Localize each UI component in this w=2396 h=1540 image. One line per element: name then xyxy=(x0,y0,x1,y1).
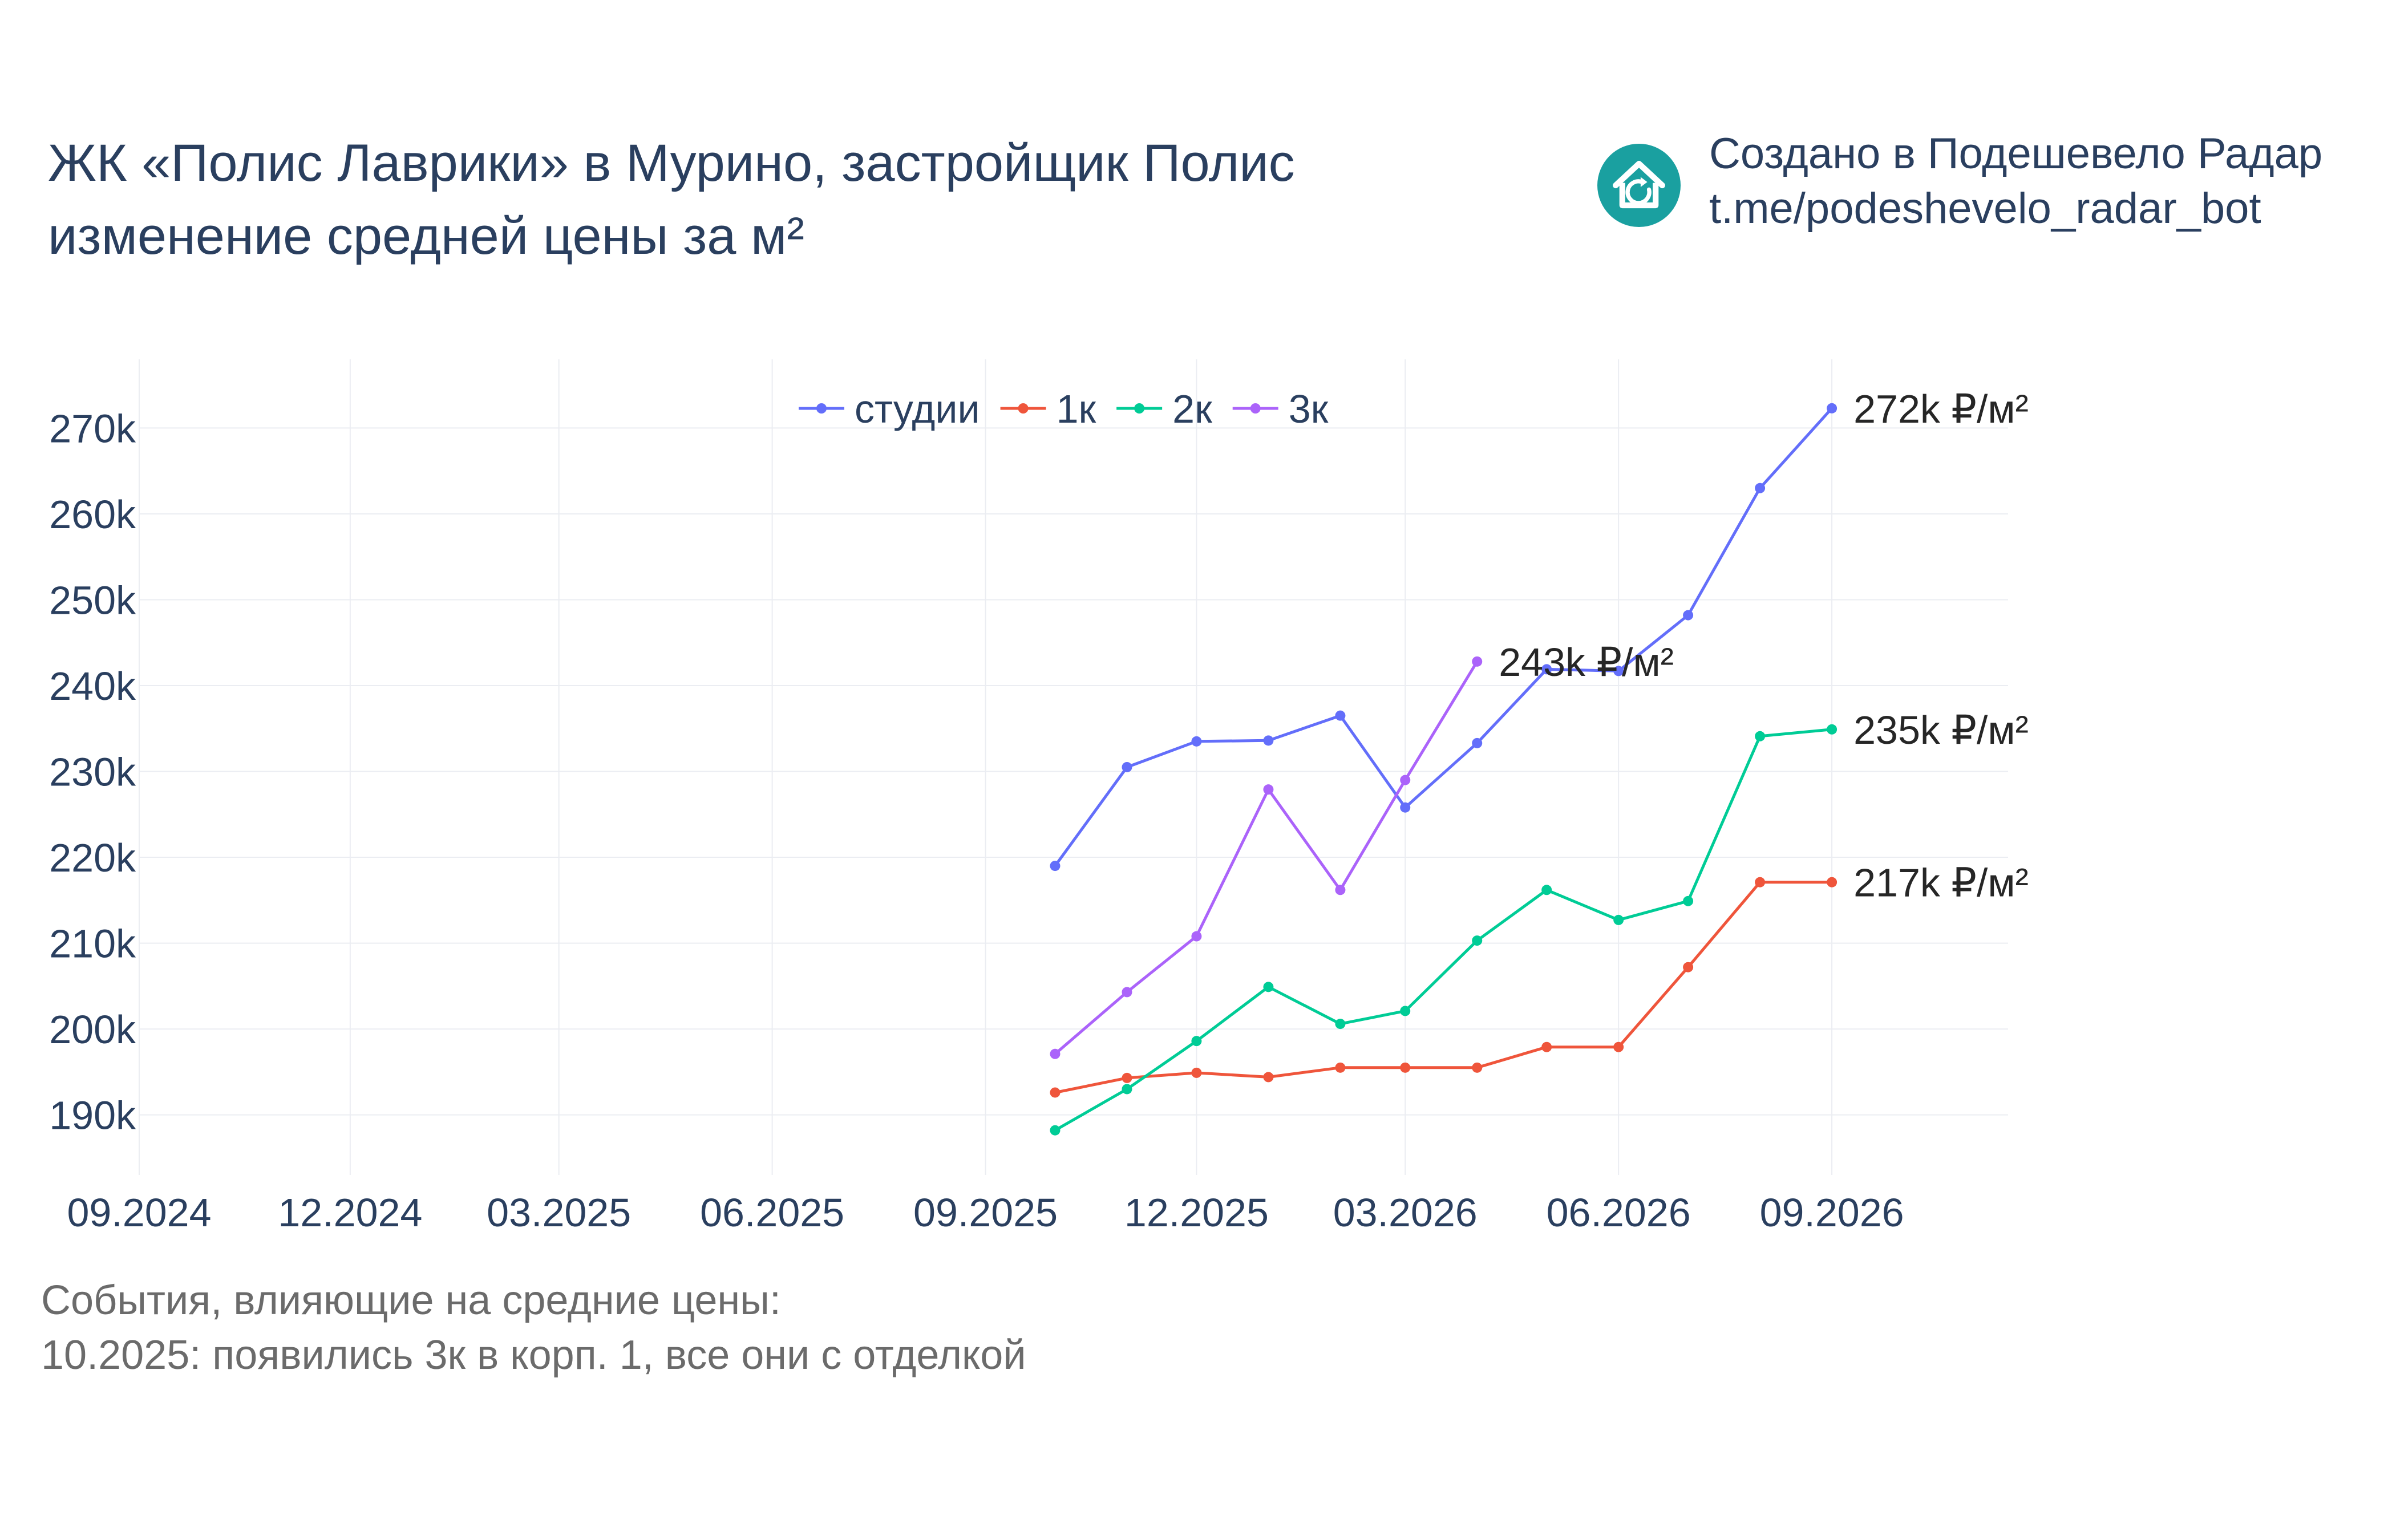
data-point xyxy=(1191,1036,1202,1047)
data-point xyxy=(1472,1062,1483,1073)
data-point xyxy=(1191,736,1202,747)
data-point xyxy=(1541,885,1552,895)
x-tick-label: 12.2025 xyxy=(1124,1190,1269,1235)
data-point xyxy=(1122,1084,1132,1095)
data-point xyxy=(1472,737,1483,748)
brand-credit: Создано в Подешевело Радар t.me/podeshev… xyxy=(1709,127,2322,236)
data-point xyxy=(1541,1041,1552,1052)
x-tick-label: 06.2025 xyxy=(700,1190,844,1235)
data-point xyxy=(1827,403,1838,414)
chart-title: ЖК «Полис Лаврики» в Мурино, застройщик … xyxy=(48,127,1531,273)
y-tick-label: 190k xyxy=(49,1093,136,1138)
data-point xyxy=(1613,914,1624,925)
data-point xyxy=(1400,802,1411,813)
data-point xyxy=(1122,987,1132,998)
y-tick-label: 210k xyxy=(49,922,136,966)
y-tick-label: 250k xyxy=(49,578,136,622)
x-tick-label: 09.2024 xyxy=(67,1190,211,1235)
data-point xyxy=(1335,710,1346,721)
brand-link[interactable]: t.me/podeshevelo_radar_bot xyxy=(1709,184,2261,233)
data-point xyxy=(1400,775,1411,785)
data-point xyxy=(1263,982,1274,992)
events-note: События, влияющие на средние цены: 10.20… xyxy=(41,1273,1026,1383)
data-point xyxy=(1335,885,1346,895)
x-tick-label: 12.2024 xyxy=(278,1190,422,1235)
data-point xyxy=(1541,664,1552,675)
data-point xyxy=(1755,877,1766,887)
data-point xyxy=(1263,1072,1274,1083)
data-point xyxy=(1191,931,1202,942)
data-point xyxy=(1400,1006,1411,1016)
y-tick-label: 200k xyxy=(49,1007,136,1052)
data-point xyxy=(1827,877,1838,887)
chart-title-line-2: изменение средней цены за м² xyxy=(48,207,804,265)
x-tick-label: 09.2026 xyxy=(1760,1190,1904,1235)
chart-title-line-1: ЖК «Полис Лаврики» в Мурино, застройщик … xyxy=(48,134,1295,192)
data-point xyxy=(1263,735,1274,746)
data-point xyxy=(1122,1072,1132,1083)
end-value-label: 272k ₽/м² xyxy=(1853,387,2029,431)
legend-marker xyxy=(1250,403,1261,414)
legend-entry: 2к xyxy=(1172,387,1212,431)
end-value-label: 243k ₽/м² xyxy=(1499,640,1674,684)
brand-line-1: Создано в Подешевело Радар xyxy=(1709,129,2323,178)
data-point xyxy=(1335,1019,1346,1030)
data-point xyxy=(1683,962,1694,972)
x-tick-label: 03.2025 xyxy=(487,1190,631,1235)
y-tick-label: 240k xyxy=(49,664,136,708)
data-point xyxy=(1755,731,1766,741)
legend-marker xyxy=(1018,403,1029,414)
legend-entry: 1к xyxy=(1057,387,1096,431)
x-tick-label: 09.2025 xyxy=(913,1190,1058,1235)
data-point xyxy=(1263,784,1274,795)
data-point xyxy=(1050,861,1061,872)
data-point xyxy=(1683,610,1694,621)
events-heading: События, влияющие на средние цены: xyxy=(41,1278,781,1323)
data-point xyxy=(1191,1067,1202,1078)
data-point xyxy=(1050,1087,1061,1098)
house-refresh-icon xyxy=(1597,144,1681,227)
data-point xyxy=(1613,666,1624,676)
legend-marker xyxy=(1134,403,1145,414)
data-point xyxy=(1050,1125,1061,1136)
y-tick-label: 260k xyxy=(49,492,136,537)
data-point xyxy=(1472,935,1483,946)
data-point xyxy=(1827,724,1838,735)
data-point xyxy=(1122,762,1132,772)
data-point xyxy=(1400,1062,1411,1073)
series-line-1к xyxy=(1055,881,1832,1094)
data-point xyxy=(1755,483,1766,493)
legend-entry: 3к xyxy=(1289,387,1329,431)
data-point xyxy=(1472,656,1483,667)
data-point xyxy=(1050,1048,1061,1059)
data-point xyxy=(1335,1062,1346,1073)
event-item: 10.2025: появились 3к в корп. 1, все они… xyxy=(41,1332,1026,1378)
x-tick-label: 03.2026 xyxy=(1333,1190,1478,1235)
legend-entry: студии xyxy=(855,387,980,431)
y-tick-label: 220k xyxy=(49,836,136,880)
series-line-2к xyxy=(1054,728,1832,1132)
end-value-label: 235k ₽/м² xyxy=(1853,708,2029,752)
x-tick-label: 06.2026 xyxy=(1547,1190,1691,1235)
data-point xyxy=(1683,895,1694,906)
data-point xyxy=(1613,1041,1624,1052)
y-tick-label: 230k xyxy=(49,750,136,795)
legend-marker xyxy=(816,403,827,414)
y-tick-label: 270k xyxy=(49,406,136,451)
series-line-студии xyxy=(1054,407,1833,867)
end-value-label: 217k ₽/м² xyxy=(1853,861,2029,905)
